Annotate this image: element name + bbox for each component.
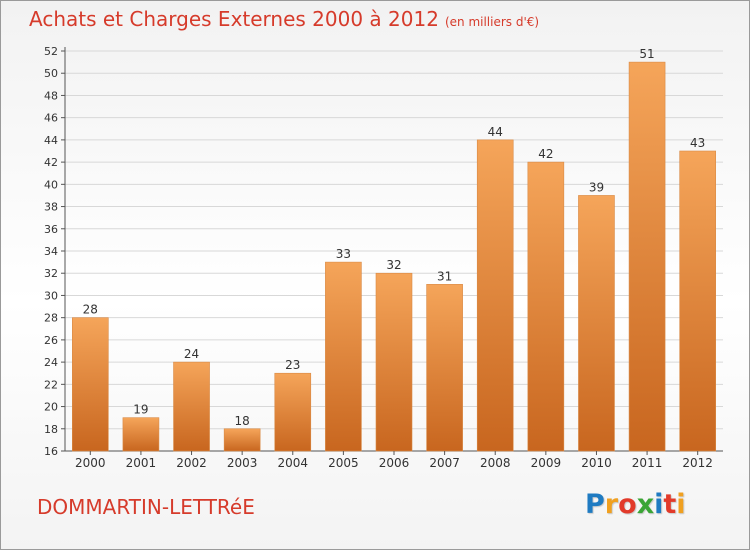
- y-tick-label: 20: [44, 401, 58, 414]
- logo-letter: o: [618, 489, 637, 520]
- bar: [527, 161, 565, 452]
- y-tick-label: 40: [44, 178, 58, 191]
- y-tick-label: 28: [44, 312, 58, 325]
- x-tick-label: 2004: [277, 456, 308, 470]
- logo-letter: x: [636, 489, 655, 520]
- y-tick-label: 36: [44, 223, 58, 236]
- bar: [274, 372, 312, 452]
- data-label: 43: [690, 136, 705, 150]
- x-tick-label: 2007: [429, 456, 460, 470]
- data-label: 31: [437, 269, 452, 283]
- data-label: 32: [386, 258, 401, 272]
- y-tick-label: 18: [44, 423, 58, 436]
- bar: [426, 284, 463, 452]
- data-label: 19: [133, 403, 148, 417]
- data-label: 39: [589, 180, 604, 194]
- bar: [173, 361, 210, 452]
- y-tick-label: 50: [44, 67, 58, 80]
- data-label: 33: [336, 247, 351, 261]
- y-tick-label: 16: [44, 445, 58, 458]
- title-text: Achats et Charges Externes 2000 à 2012: [29, 7, 439, 31]
- bar: [679, 150, 716, 452]
- y-tick-label: 34: [44, 245, 58, 258]
- x-tick-label: 2005: [328, 456, 359, 470]
- x-tick-label: 2006: [379, 456, 410, 470]
- bar: [375, 272, 413, 452]
- x-tick-label: 2009: [531, 456, 562, 470]
- bar: [223, 428, 261, 452]
- proxiti-logo: Proxiti: [585, 489, 686, 520]
- bar: [72, 317, 109, 452]
- y-tick-label: 38: [44, 201, 58, 214]
- x-tick-label: 2010: [581, 456, 612, 470]
- x-tick-label: 2012: [682, 456, 713, 470]
- y-tick-label: 26: [44, 334, 58, 347]
- data-label: 24: [184, 347, 199, 361]
- x-tick-label: 2008: [480, 456, 511, 470]
- y-tick-label: 44: [44, 134, 58, 147]
- x-tick-label: 2011: [632, 456, 663, 470]
- data-label: 51: [639, 47, 654, 61]
- y-tick-label: 30: [44, 289, 58, 302]
- y-tick-label: 42: [44, 156, 58, 169]
- data-label: 23: [285, 358, 300, 372]
- logo-letter: i: [676, 489, 686, 520]
- data-label: 28: [83, 303, 98, 317]
- data-label: 42: [538, 147, 553, 161]
- y-tick-label: 52: [44, 45, 58, 58]
- y-tick-label: 32: [44, 267, 58, 280]
- bar: [628, 61, 666, 452]
- data-label: 44: [488, 125, 503, 139]
- logo-letter: t: [663, 489, 677, 520]
- bar: [325, 261, 362, 452]
- x-tick-label: 2000: [75, 456, 106, 470]
- x-tick-label: 2002: [176, 456, 207, 470]
- logo-letter: r: [604, 489, 619, 520]
- bar: [476, 139, 514, 452]
- y-tick-label: 48: [44, 89, 58, 102]
- bar: [122, 417, 160, 452]
- bar: [578, 195, 615, 452]
- data-label: 18: [235, 414, 250, 428]
- x-tick-label: 2001: [126, 456, 157, 470]
- logo-letter: i: [654, 489, 664, 520]
- title-unit: (en milliers d'€): [444, 15, 540, 29]
- chart-title: Achats et Charges Externes 2000 à 2012 (e…: [29, 7, 539, 31]
- logo-letter: P: [585, 489, 605, 520]
- town-name: DOMMARTIN-LETTRéE: [37, 495, 255, 519]
- x-tick-label: 2003: [227, 456, 258, 470]
- y-tick-label: 22: [44, 378, 58, 391]
- y-tick-label: 24: [44, 356, 58, 369]
- y-tick-label: 46: [44, 112, 58, 125]
